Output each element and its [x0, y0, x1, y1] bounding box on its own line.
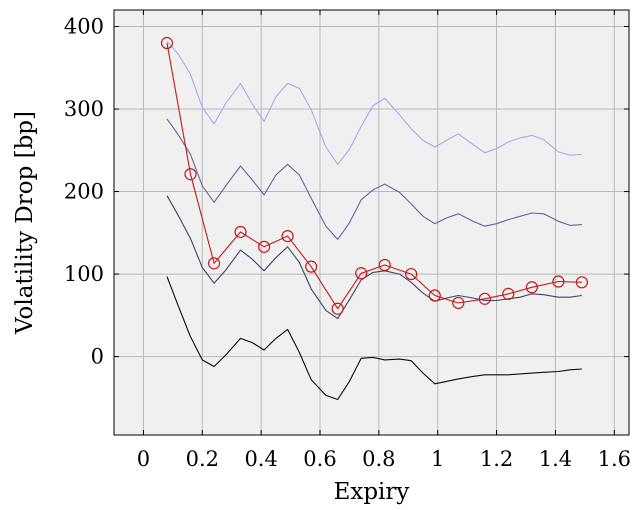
- y-tick-label: 300: [64, 97, 104, 121]
- x-axis-ticks: 0 0.2 0.4 0.6 0.8 1 1.2 1.4 1.6: [137, 10, 631, 471]
- x-tick-label: 0.6: [303, 447, 336, 471]
- y-axis-ticks: 0 100 200 300 400: [64, 15, 629, 369]
- series-line: [166, 118, 582, 240]
- data-point: [355, 267, 368, 280]
- x-tick-label: 0: [137, 447, 150, 471]
- data-point: [184, 168, 197, 181]
- series-0: [166, 276, 582, 401]
- plot-area-background: [114, 10, 629, 435]
- data-point: [305, 260, 318, 273]
- x-tick-label: 0.4: [244, 447, 277, 471]
- x-tick-label: 1.2: [480, 447, 513, 471]
- data-point: [552, 275, 565, 288]
- data-point: [478, 292, 491, 305]
- data-point: [257, 240, 271, 253]
- series-2: [166, 118, 582, 240]
- data-point: [405, 267, 418, 281]
- x-tick-label: 1: [431, 447, 444, 471]
- data-point: [281, 230, 294, 243]
- x-tick-label: 1.6: [598, 447, 631, 471]
- series-layer: [160, 36, 589, 401]
- data-point: [378, 258, 391, 272]
- plot-area-frame: [113, 9, 630, 436]
- data-point: [428, 289, 441, 302]
- series-line: [166, 42, 582, 310]
- data-point: [207, 257, 221, 270]
- series-line: [166, 41, 582, 165]
- data-point: [234, 225, 247, 239]
- x-axis-title: Expiry: [334, 479, 410, 505]
- data-point: [575, 276, 589, 289]
- x-tick-label: 0.2: [186, 447, 219, 471]
- data-point: [452, 296, 465, 310]
- data-point: [502, 287, 515, 300]
- series-line: [166, 276, 582, 401]
- y-tick-label: 0: [91, 345, 104, 369]
- x-tick-label: 0.8: [362, 447, 395, 471]
- x-tick-label: 1.4: [539, 447, 572, 471]
- series-4: [160, 36, 589, 315]
- data-point: [525, 281, 538, 294]
- y-axis-title: Volatility Drop [bp]: [12, 111, 38, 335]
- y-tick-label: 100: [64, 262, 104, 286]
- series-3: [166, 41, 582, 165]
- y-tick-label: 200: [64, 180, 104, 204]
- data-point: [331, 302, 344, 315]
- data-point: [160, 36, 174, 50]
- y-tick-label: 400: [64, 15, 104, 39]
